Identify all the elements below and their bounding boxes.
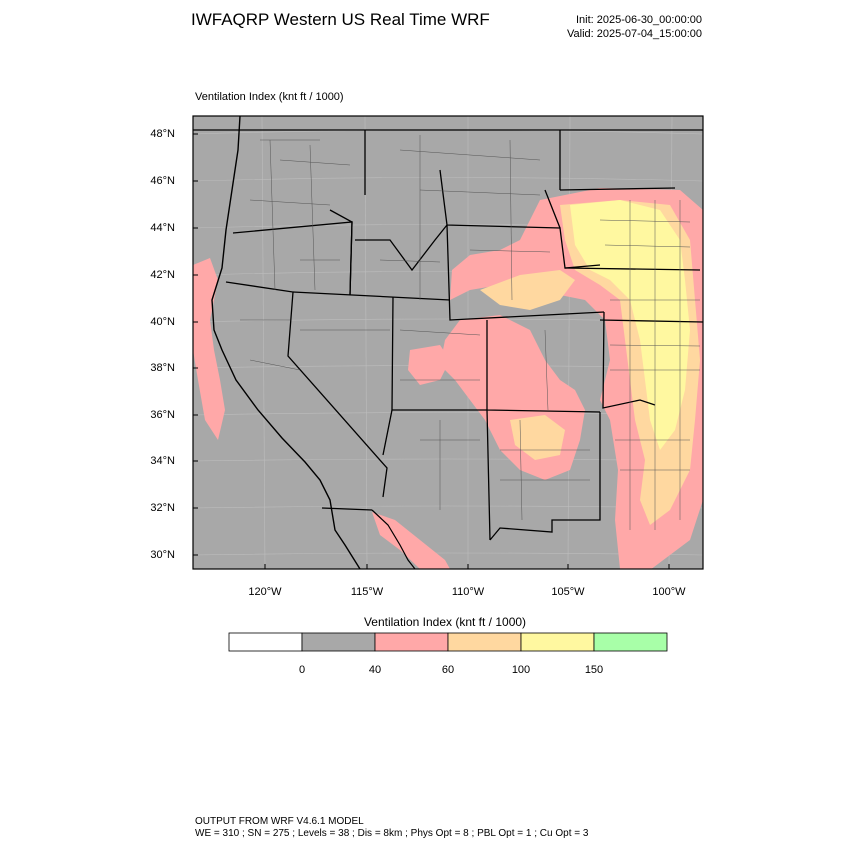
colorbar-tick-label: 0 (298, 664, 306, 676)
footer-line1: OUTPUT FROM WRF V4.6.1 MODEL (195, 816, 364, 827)
lat-label: 38°N (150, 362, 175, 374)
colorbar-tick-label: 100 (511, 664, 531, 676)
lat-label: 36°N (150, 409, 175, 421)
lon-label: 110°W (451, 586, 485, 598)
lat-label: 42°N (150, 269, 175, 281)
lat-label: 40°N (150, 316, 175, 328)
lat-label: 48°N (150, 128, 175, 140)
baja-coastline (371, 509, 416, 569)
colorbar-tick-label: 150 (584, 664, 604, 676)
shade-dakota-yellow (570, 200, 690, 450)
lat-label: 34°N (150, 455, 175, 467)
county-lines (240, 135, 701, 530)
colorbar-tick-label: 40 (368, 664, 382, 676)
tick-marks (193, 133, 670, 569)
lon-label: 120°W (248, 586, 282, 598)
init-time: Init: 2025-06-30_00:00:00 (576, 14, 702, 26)
shade-baja-pink (372, 512, 450, 569)
shade-utah-pink (408, 345, 450, 385)
shade-wyoming-tan (480, 270, 575, 310)
footer-line2: WE = 310 ; SN = 275 ; Levels = 38 ; Dis … (195, 828, 589, 839)
valid-time: Valid: 2025-07-04_15:00:00 (567, 28, 702, 40)
map-frame (192, 115, 704, 570)
colorbar-tick-label: 60 (441, 664, 455, 676)
lat-label: 32°N (150, 502, 175, 514)
lon-label: 105°W (551, 586, 585, 598)
shade-coast-pink (193, 258, 225, 440)
colorbar-title: Ventilation Index (knt ft / 1000) (363, 615, 527, 629)
lat-label: 46°N (150, 175, 175, 187)
pacific-coastline (211, 116, 361, 569)
model-footer: OUTPUT FROM WRF V4.6.1 MODEL WE = 310 ; … (195, 816, 588, 840)
state-boundaries (193, 129, 703, 541)
lon-label: 100°W (652, 586, 686, 598)
field-label: Ventilation Index (knt ft / 1000) (195, 91, 344, 103)
lat-label: 30°N (150, 549, 175, 561)
shade-nm-tan (510, 415, 565, 460)
map-panel (193, 116, 703, 569)
lat-label: 44°N (150, 222, 175, 234)
plot-title: IWFAQRP Western US Real Time WRF (191, 10, 490, 29)
lon-label: 115°W (350, 586, 384, 598)
